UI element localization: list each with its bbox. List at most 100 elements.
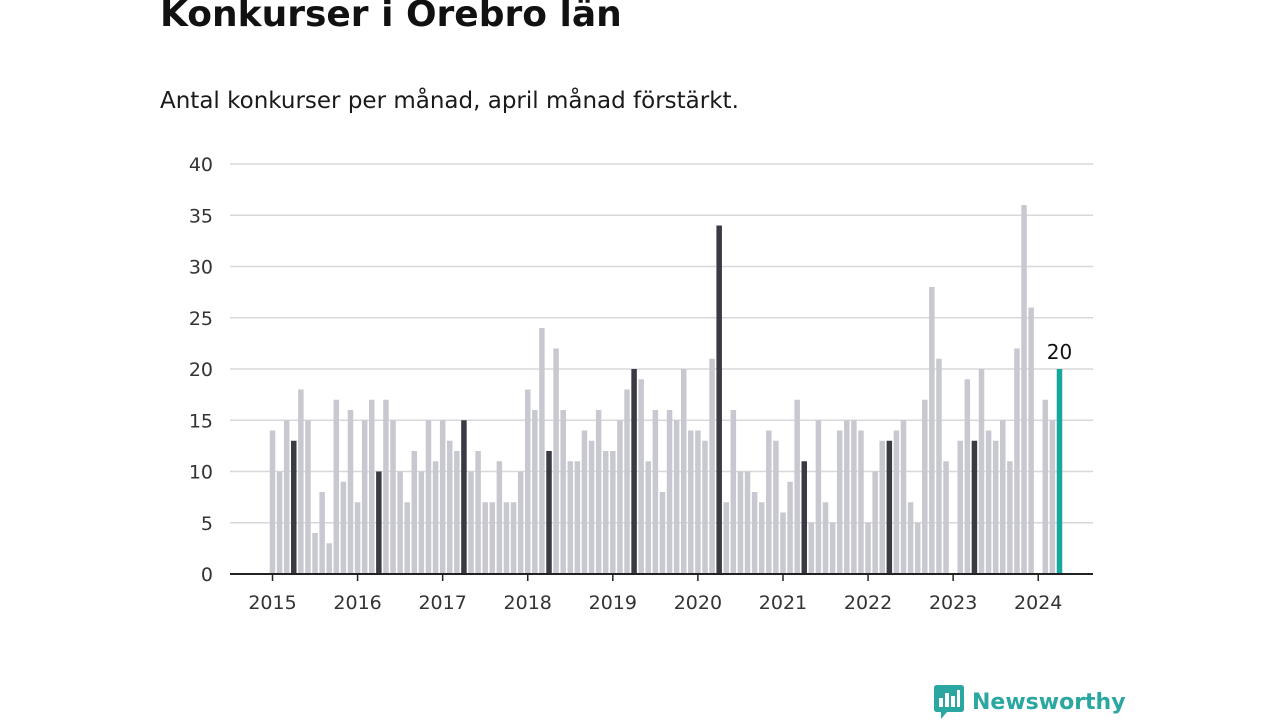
bar-2018-06: [560, 410, 566, 574]
bar-2024-02: [1042, 399, 1049, 574]
chart-title: Konkurser i Örebro län: [160, 0, 622, 35]
bar-2023-04: [971, 440, 978, 574]
bar-2023-11: [1021, 205, 1027, 574]
bar-2020-01: [695, 430, 701, 574]
bar-2016-06: [390, 420, 396, 574]
bar-2019-04: [631, 369, 637, 574]
bar-2018-08: [574, 461, 581, 574]
bar-2019-01: [610, 451, 616, 574]
bar-2018-07: [567, 461, 574, 574]
y-tick-label: 35: [189, 205, 213, 227]
bar-2020-09: [751, 492, 758, 574]
bar-2022-01: [865, 522, 871, 574]
bar-2023-07: [992, 440, 999, 574]
bar-2016-03: [369, 399, 375, 574]
bar-2022-05: [893, 430, 900, 574]
bar-2015-04: [291, 440, 297, 574]
bar-2024-04: [1056, 369, 1063, 574]
bar-2020-10: [758, 502, 765, 574]
bar-2017-05: [468, 471, 474, 574]
bar-2019-10: [673, 420, 680, 574]
bar-2022-11: [936, 358, 942, 574]
bar-2020-05: [723, 502, 730, 574]
bar-2021-05: [808, 522, 815, 574]
bar-2017-10: [503, 502, 510, 574]
y-tick-label: 25: [189, 308, 213, 330]
y-tick-label: 20: [189, 359, 213, 381]
bar-2016-10: [418, 471, 425, 574]
x-tick-label: 2021: [759, 592, 807, 614]
bar-2017-06: [475, 451, 481, 574]
bar-2017-03: [454, 451, 460, 574]
x-tick-label: 2019: [589, 592, 637, 614]
x-tick-label: 2023: [929, 592, 977, 614]
x-axis-ticks: 2015 2016 2017 2018 2019 2020 2021 2022 2023 2024: [248, 574, 1062, 614]
bar-2022-04: [886, 440, 893, 574]
bar-2015-07: [312, 533, 318, 574]
y-tick-label: 15: [189, 410, 213, 432]
bar-2021-10: [844, 420, 850, 574]
bar-2020-08: [744, 471, 751, 574]
bar-2017-02: [447, 440, 453, 574]
bar-2015-12: [347, 410, 354, 574]
bar-2022-09: [922, 399, 928, 574]
bar-2020-12: [773, 440, 779, 574]
bar-2018-12: [602, 451, 609, 574]
x-tick-label: 2017: [418, 592, 466, 614]
bar-2022-03: [879, 440, 885, 574]
bar-2017-04: [461, 420, 467, 574]
bar-2023-02: [957, 440, 963, 574]
annotations: 20: [1047, 340, 1072, 364]
bar-2021-03: [794, 399, 800, 574]
brand-name: Newsworthy: [972, 689, 1126, 715]
y-tick-label: 5: [201, 513, 213, 535]
bar-2015-02: [276, 471, 283, 574]
gridlines: [230, 163, 1093, 524]
bar-2022-07: [907, 502, 914, 574]
bar-2015-08: [319, 492, 325, 574]
bar-2018-05: [553, 348, 559, 574]
bar-2021-02: [787, 481, 793, 574]
bar-2019-11: [680, 369, 687, 574]
bar-2023-09: [1007, 461, 1013, 574]
bar-2016-12: [432, 461, 439, 574]
bar-2019-08: [659, 492, 666, 574]
bar-2021-01: [780, 512, 786, 574]
bar-2017-11: [510, 502, 517, 574]
bar-2023-10: [1014, 348, 1020, 574]
bar-2015-09: [326, 543, 332, 574]
bar-2016-01: [354, 502, 361, 574]
bar-2015-06: [305, 420, 311, 574]
bar-2016-08: [404, 502, 410, 574]
bar-2017-07: [482, 502, 488, 574]
bar-2021-04: [801, 461, 807, 574]
newsworthy-logo-icon: [934, 685, 964, 719]
bar-2019-07: [652, 410, 659, 574]
bar-2018-01: [524, 389, 531, 574]
bar-2017-08: [489, 502, 496, 574]
bar-2023-05: [978, 369, 985, 574]
bar-2022-12: [943, 461, 949, 574]
bar-2022-10: [929, 287, 935, 574]
bar-2021-09: [836, 430, 843, 574]
bar-2024-03: [1049, 420, 1056, 574]
bar-2017-01: [439, 420, 446, 574]
bar-2016-02: [361, 420, 368, 574]
bar-2018-03: [539, 328, 545, 574]
bars: [269, 205, 1063, 574]
x-tick-label: 2016: [333, 592, 381, 614]
y-tick-label: 0: [201, 564, 213, 586]
bar-2016-11: [425, 420, 432, 574]
bar-2023-12: [1028, 307, 1034, 574]
bar-2022-02: [872, 471, 878, 574]
bar-2019-06: [645, 461, 652, 574]
y-axis-tick-labels: 0 5 10 15 20 25 30 35 40: [189, 154, 213, 586]
bar-2016-05: [383, 399, 389, 574]
latest-value-label: 20: [1047, 340, 1072, 364]
bar-2021-11: [851, 420, 857, 574]
bar-2020-02: [702, 440, 708, 574]
bar-2018-09: [581, 430, 588, 574]
newsworthy-brand: Newsworthy: [934, 684, 1126, 720]
bar-2015-10: [333, 399, 340, 574]
